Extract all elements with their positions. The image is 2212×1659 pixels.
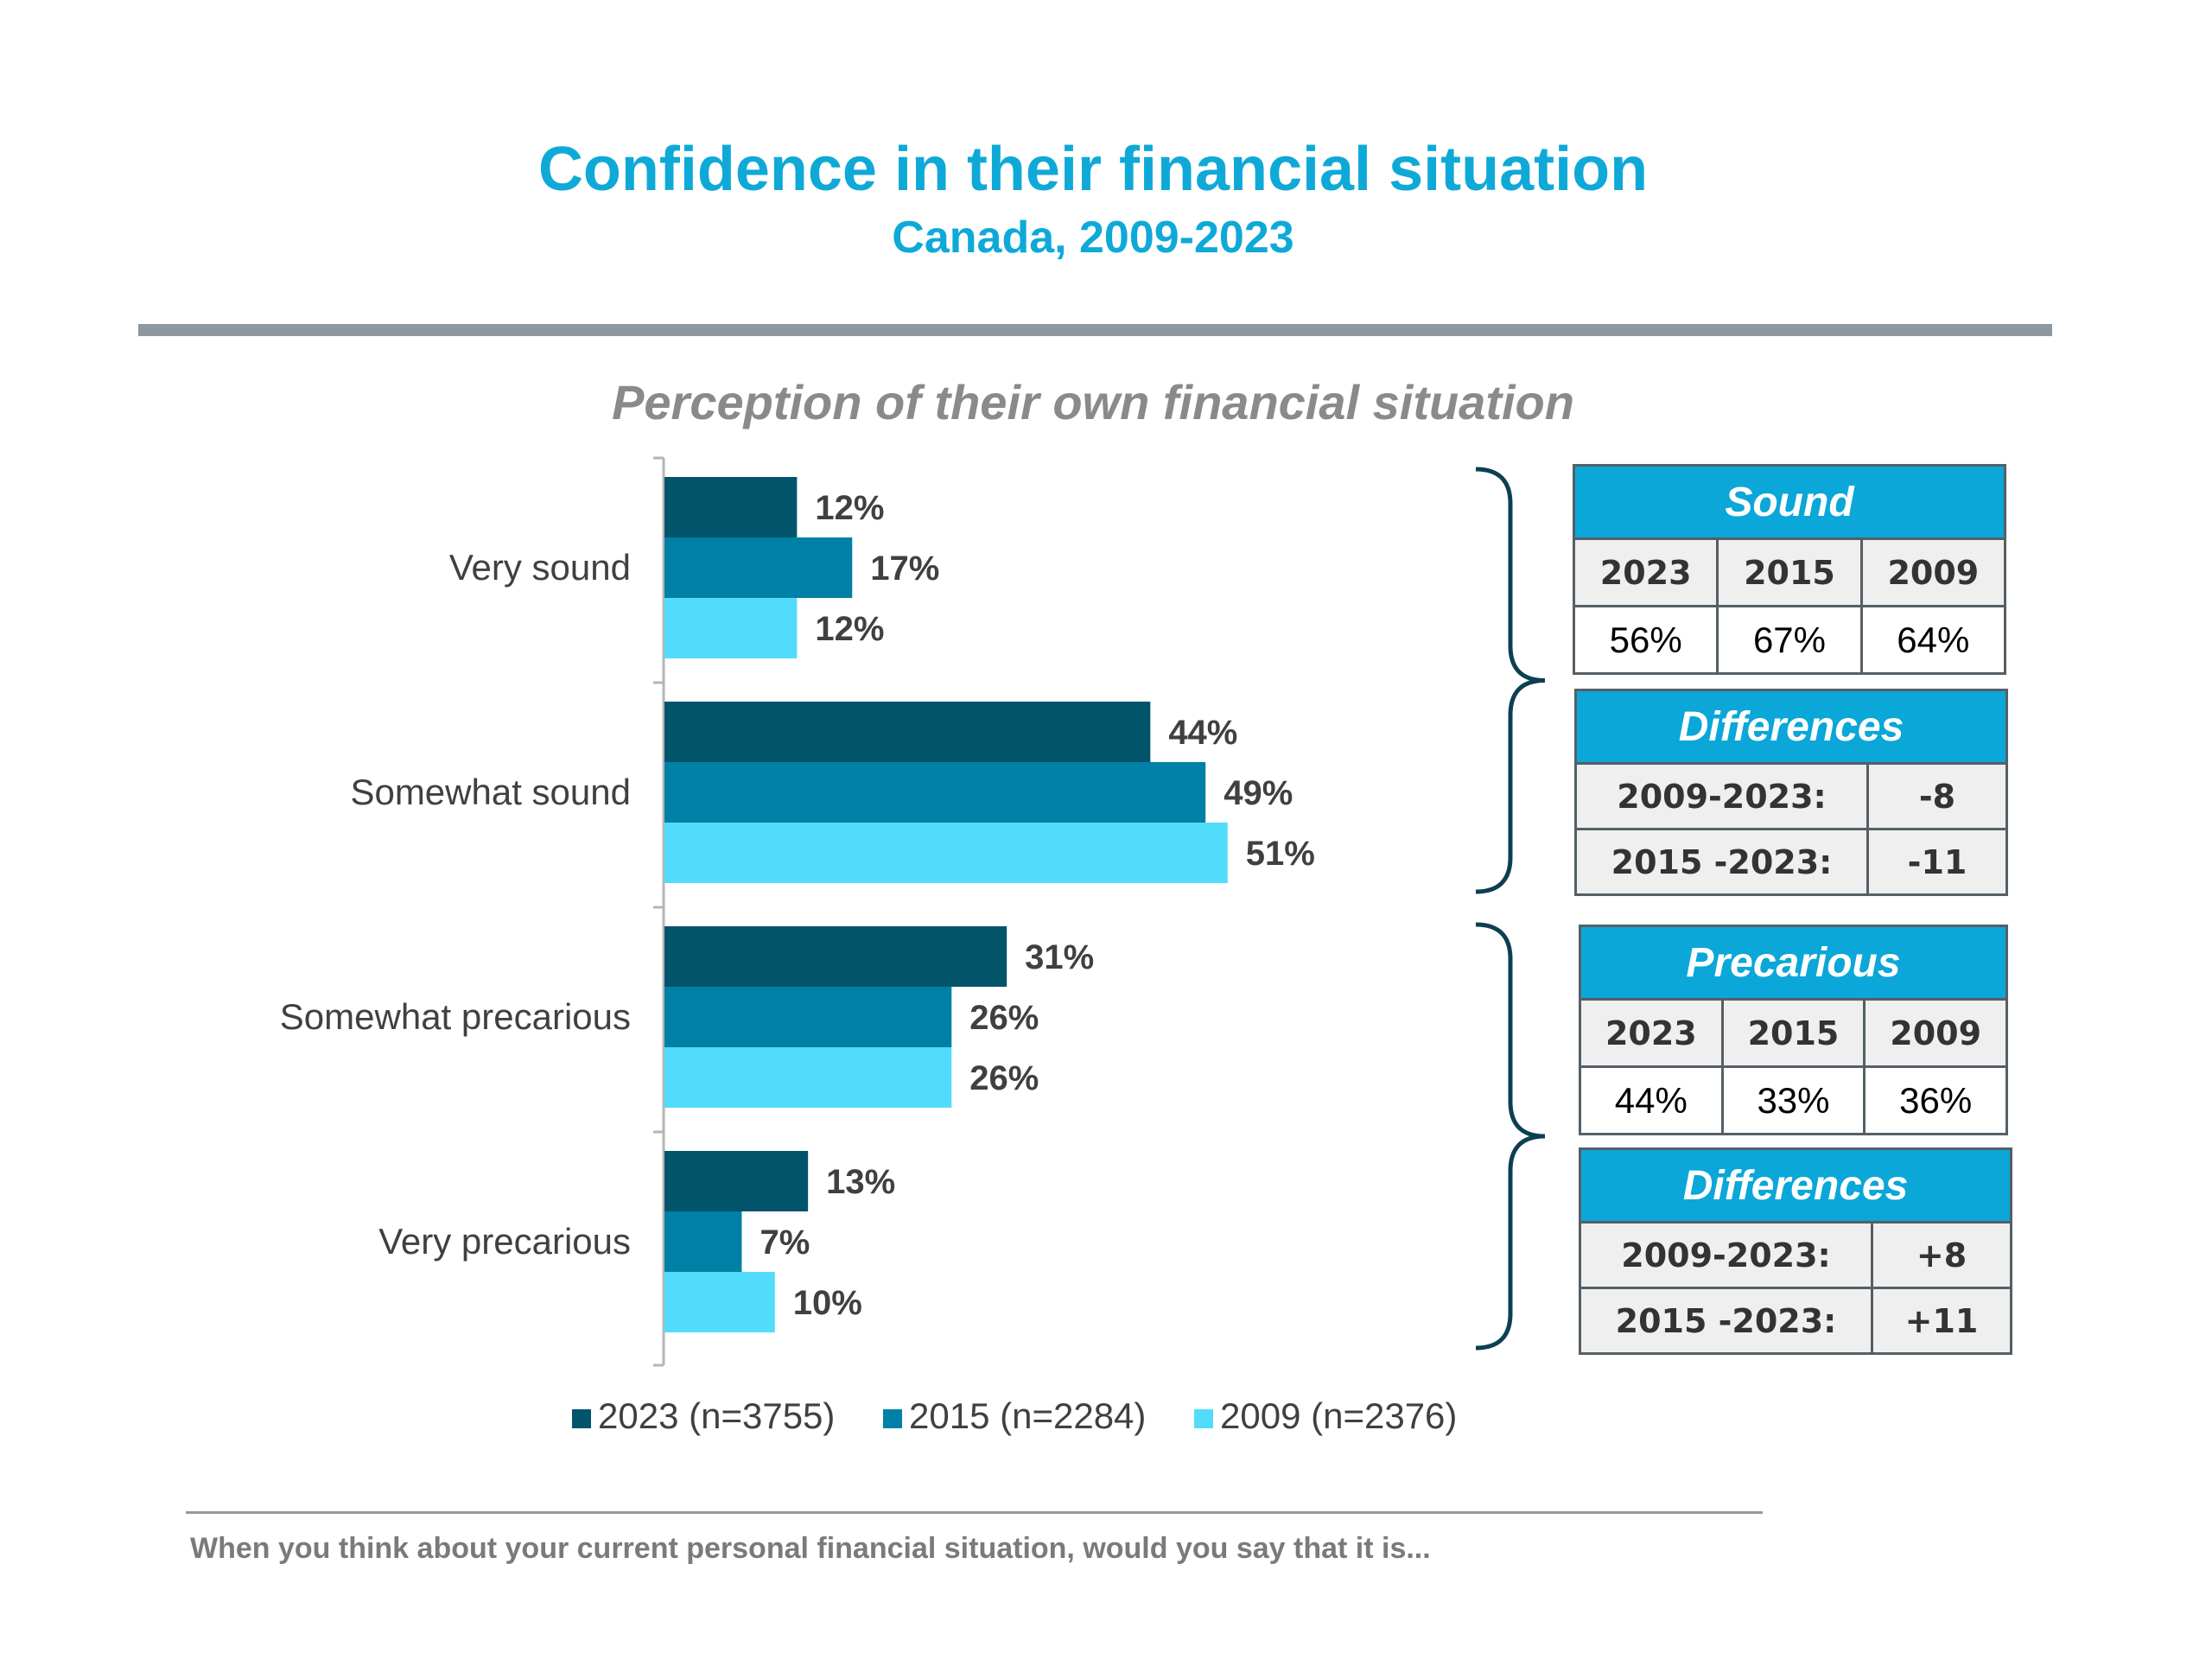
precarious-table: Precarious 2023 2015 2009 44% 33% 36% [1579,925,2008,1135]
precarious-year-2015: 2015 [1720,998,1866,1068]
sound-diff-value-1: -8 [1866,762,2008,830]
sound-value-2009: 64% [1859,605,2007,675]
legend-swatch-2009 [1194,1409,1213,1428]
data-label-somewhat-precarious-2009: 26% [969,1059,1039,1097]
bar-somewhat-precarious-2023 [664,926,1007,987]
sound-year-2015: 2015 [1716,537,1863,607]
data-label-very-sound-2023: 12% [815,489,884,527]
precarious-table-title: Precarious [1579,925,2008,1001]
bar-chart: Very sound 12% 17% 12% Somewhat sound 44% 49% 5… [280,456,1546,1436]
bar-somewhat-sound-2009 [664,823,1228,883]
footnote-divider [186,1511,1763,1514]
chart-title: Perception of their own financial situat… [612,375,1574,429]
category-label-somewhat-sound: Somewhat sound [350,772,631,812]
bar-very-sound-2009 [664,598,798,658]
data-label-somewhat-precarious-2023: 31% [1025,938,1094,976]
title-divider [138,324,2052,336]
data-label-very-sound-2009: 12% [815,610,884,648]
question-footnote: When you think about your current person… [190,1532,1431,1565]
precarious-diff-label-2: 2015 -2023: [1579,1287,1873,1355]
sound-diff-label-1: 2009-2023: [1574,762,1869,830]
legend-label-2015: 2015 (n=2284) [909,1395,1146,1436]
bar-very-precarious-2009 [664,1272,775,1332]
legend-label-2009: 2009 (n=2376) [1220,1395,1457,1436]
bar-very-sound-2015 [664,537,853,598]
sound-table: Sound 2023 2015 2009 56% 67% 64% [1572,464,2007,675]
sound-diff-value-2: -11 [1866,828,2008,896]
bar-somewhat-precarious-2009 [664,1047,952,1108]
precarious-value-2015: 33% [1720,1065,1866,1135]
data-label-very-precarious-2023: 13% [826,1163,895,1201]
sound-year-2009: 2009 [1859,537,2007,607]
data-label-somewhat-precarious-2015: 26% [969,999,1039,1037]
category-label-somewhat-precarious: Somewhat precarious [280,996,631,1037]
legend-swatch-2023 [572,1409,591,1428]
sound-value-2023: 56% [1572,605,1719,675]
bar-very-precarious-2023 [664,1151,809,1211]
sound-diff-label-2: 2015 -2023: [1574,828,1869,896]
bar-somewhat-sound-2023 [664,702,1151,762]
data-label-very-precarious-2009: 10% [793,1284,862,1322]
data-label-somewhat-sound-2015: 49% [1224,774,1293,812]
category-label-very-precarious: Very precarious [378,1221,631,1262]
data-label-very-sound-2015: 17% [870,550,939,588]
sound-value-2015: 67% [1716,605,1863,675]
page-subtitle: Canada, 2009-2023 [892,213,1294,263]
data-label-somewhat-sound-2023: 44% [1168,714,1237,752]
precarious-differences-title: Differences [1579,1147,2012,1224]
data-label-somewhat-sound-2009: 51% [1246,835,1315,873]
bar-somewhat-sound-2015 [664,762,1206,823]
precarious-diff-label-1: 2009-2023: [1579,1221,1873,1289]
precarious-value-2023: 44% [1579,1065,1724,1135]
precarious-year-2023: 2023 [1579,998,1724,1068]
bar-somewhat-precarious-2015 [664,987,952,1047]
bar-very-sound-2023 [664,477,798,537]
sound-differences-table: Differences 2009-2023: -8 2015 -2023: -1… [1574,689,2008,896]
precarious-differences-table: Differences 2009-2023: +8 2015 -2023: +1… [1579,1147,2012,1355]
precarious-diff-value-1: +8 [1871,1221,2012,1289]
legend-swatch-2015 [883,1409,902,1428]
legend-label-2023: 2023 (n=3755) [598,1395,835,1436]
precarious-diff-value-2: +11 [1871,1287,2012,1355]
precarious-brace [1475,922,1546,1351]
category-label-very-sound: Very sound [449,547,631,588]
sound-differences-title: Differences [1574,689,2008,765]
page-title: Confidence in their financial situation [537,135,1649,204]
sound-table-title: Sound [1573,464,2006,540]
bar-very-precarious-2015 [664,1211,742,1272]
precarious-year-2009: 2009 [1863,998,2008,1068]
precarious-value-2009: 36% [1863,1065,2008,1135]
sound-year-2023: 2023 [1572,537,1719,607]
sound-brace [1475,467,1546,894]
data-label-very-precarious-2015: 7% [760,1224,810,1262]
